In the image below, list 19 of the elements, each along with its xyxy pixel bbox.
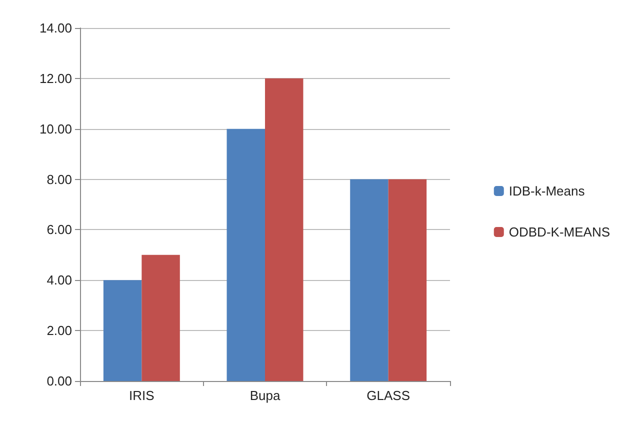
y-tick-label: 6.00 xyxy=(46,222,72,238)
bar xyxy=(350,179,388,381)
y-tick-label: 10.00 xyxy=(39,121,72,136)
y-tick-label: 12.00 xyxy=(39,70,72,86)
legend-label: IDB-k-Means xyxy=(508,184,586,198)
legend-label: ODBD-K-MEANS xyxy=(508,224,610,240)
x-tick-label: IRIS xyxy=(129,388,155,403)
bar xyxy=(265,78,304,381)
y-tick-label: 8.00 xyxy=(46,172,72,187)
x-tick-label: GLASS xyxy=(366,388,410,403)
y-tick-label: 14.00 xyxy=(39,20,72,36)
bar xyxy=(388,179,427,381)
bar xyxy=(226,128,265,381)
y-tick-label: 2.00 xyxy=(46,323,72,338)
y-tick-label: 0.00 xyxy=(46,374,72,388)
x-tick-label: Bupa xyxy=(250,388,281,403)
bar xyxy=(103,280,142,381)
bar xyxy=(142,254,180,381)
y-tick-label: 4.00 xyxy=(46,272,72,288)
